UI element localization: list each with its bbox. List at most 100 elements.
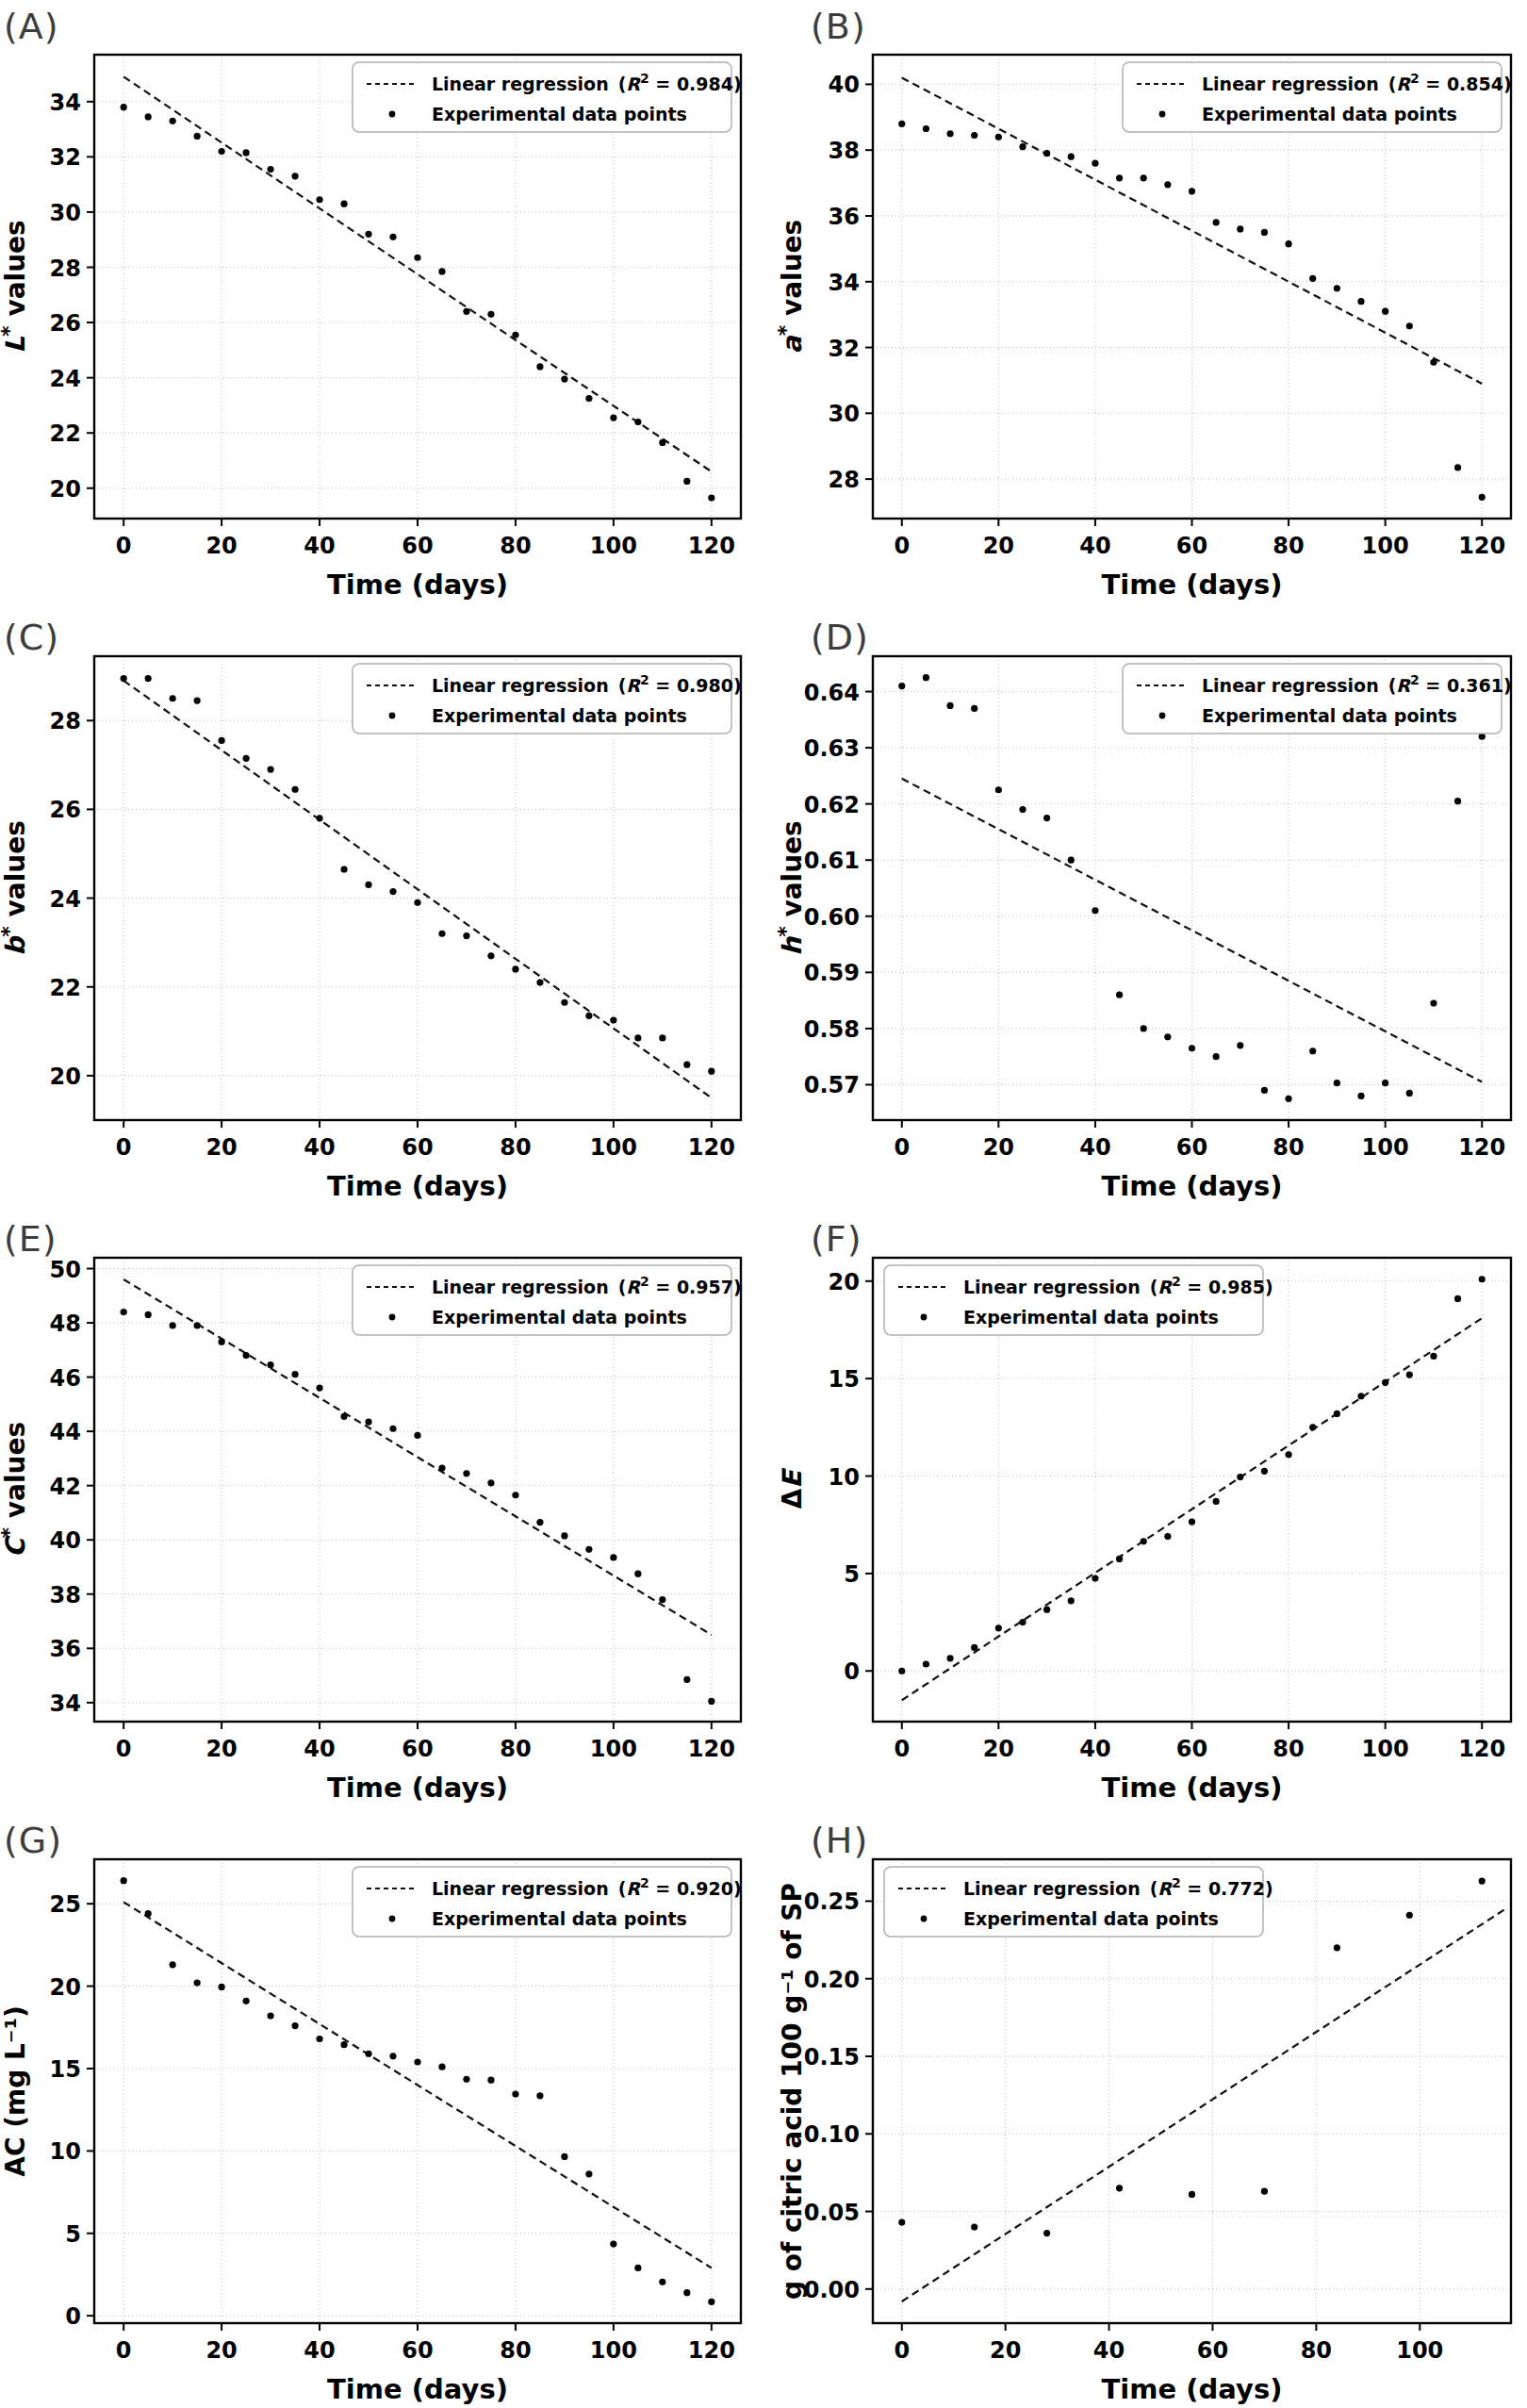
axis-ticks: [87, 102, 712, 526]
y-tick-label: 0.59: [804, 960, 860, 986]
legend-dot-sample: [921, 1916, 928, 1922]
data-point: [219, 1984, 225, 1990]
data-point: [1164, 1533, 1171, 1540]
data-point: [1068, 154, 1075, 160]
data-point: [1043, 2230, 1050, 2236]
data-point: [194, 1979, 201, 1986]
y-tick-label: 0.20: [804, 1967, 860, 1993]
data-point: [1285, 1451, 1291, 1458]
y-tick-label: 48: [50, 1311, 81, 1337]
x-tick-label: 0: [894, 2337, 910, 2364]
legend-regression-label: Linear regression(R2 = 0.920): [432, 1875, 742, 1899]
x-tick-label: 0: [116, 1736, 132, 1762]
x-tick-label: 20: [205, 533, 237, 559]
y-tick-label: 0: [65, 2303, 81, 2330]
x-tick-label: 100: [590, 2337, 637, 2364]
data-point: [1309, 1047, 1316, 1054]
y-tick-label: 0: [844, 1658, 860, 1685]
data-point: [291, 2022, 298, 2029]
data-point: [1092, 907, 1098, 914]
data-point: [1382, 1379, 1388, 1386]
data-point: [1043, 150, 1050, 157]
x-tick-label: 60: [1176, 1134, 1207, 1161]
x-tick-label: 80: [500, 1134, 531, 1161]
y-tick-label: 26: [50, 310, 81, 337]
x-tick-label: 40: [304, 1134, 335, 1161]
data-point: [340, 201, 347, 207]
x-tick-label: 60: [402, 533, 433, 559]
data-point: [1189, 1045, 1195, 1051]
x-tick-label: 40: [304, 2337, 335, 2364]
y-axis-label: g of citric acid 100 g⁻¹ of SP: [777, 1883, 808, 2300]
data-point: [267, 766, 273, 772]
data-point: [659, 2279, 665, 2285]
x-tick-label: 0: [116, 2337, 132, 2364]
x-tick-label: 120: [688, 2337, 735, 2364]
data-point: [634, 419, 641, 425]
data-point: [1237, 1474, 1243, 1480]
y-tick-label: 5: [65, 2221, 81, 2248]
y-tick-label: 0.58: [804, 1016, 860, 1043]
data-point: [121, 1309, 127, 1315]
data-point: [219, 1339, 225, 1345]
legend-points-label: Experimental data points: [432, 705, 687, 726]
data-point: [267, 2012, 273, 2019]
y-tick-label: 22: [50, 975, 81, 1001]
y-tick-label: 0.61: [804, 848, 860, 874]
x-tick-label: 60: [402, 1736, 433, 1762]
data-point: [340, 1413, 347, 1420]
data-point: [316, 196, 322, 203]
x-tick-label: 60: [402, 2337, 433, 2364]
data-point: [487, 2077, 494, 2084]
data-point: [1261, 229, 1268, 236]
chart-C-svg: 0204060801001202022242628Time (days)b* v…: [0, 602, 764, 1203]
x-tick-label: 80: [1272, 1134, 1304, 1161]
y-tick-label: 26: [50, 797, 81, 823]
data-point: [1285, 1096, 1291, 1102]
data-point: [1189, 188, 1195, 194]
x-axis-label: Time (days): [327, 2373, 508, 2405]
data-point: [316, 1385, 322, 1392]
data-point: [536, 979, 543, 985]
regression-line: [902, 779, 1482, 1082]
y-axis-label: C* values: [0, 1422, 31, 1558]
data-point: [561, 1532, 567, 1539]
panel-A: (A) 0204060801001202022242628303234Time …: [0, 0, 764, 602]
tick-labels: 02040608010012005101520: [829, 1269, 1506, 1762]
x-tick-label: 80: [500, 1736, 531, 1762]
x-tick-label: 120: [1458, 1134, 1505, 1161]
x-tick-label: 40: [1079, 1134, 1110, 1161]
y-tick-label: 0.05: [804, 2200, 860, 2226]
data-point: [365, 882, 371, 888]
data-point: [414, 2058, 420, 2065]
data-point: [1430, 359, 1437, 366]
x-tick-label: 60: [1197, 2337, 1228, 2364]
data-point: [243, 149, 250, 156]
y-axis-label: a* values: [774, 220, 808, 355]
y-tick-label: 20: [50, 1064, 81, 1090]
data-point: [316, 2036, 322, 2042]
data-point: [389, 888, 396, 895]
y-tick-label: 24: [50, 886, 81, 913]
data-point: [267, 1361, 273, 1368]
legend-points-label: Experimental data points: [1202, 705, 1457, 726]
y-tick-label: 32: [50, 144, 81, 171]
data-point: [585, 1546, 592, 1553]
x-axis-label: Time (days): [1102, 2373, 1283, 2405]
x-tick-label: 120: [688, 1736, 735, 1762]
legend: Linear regression(R2 = 0.854)Experimenta…: [1123, 62, 1512, 132]
data-point: [1116, 2185, 1123, 2191]
x-tick-label: 120: [688, 533, 735, 559]
y-tick-label: 0.25: [804, 1888, 860, 1915]
data-point: [995, 1625, 1002, 1631]
data-point: [170, 1961, 176, 1968]
data-point: [194, 697, 201, 703]
x-tick-label: 100: [590, 533, 637, 559]
data-point: [414, 1432, 420, 1439]
data-point: [512, 1492, 518, 1498]
x-axis-label: Time (days): [1102, 1772, 1283, 1804]
data-point: [145, 675, 152, 682]
data-point: [267, 166, 273, 173]
data-point: [1309, 275, 1316, 282]
data-point: [1116, 992, 1123, 998]
